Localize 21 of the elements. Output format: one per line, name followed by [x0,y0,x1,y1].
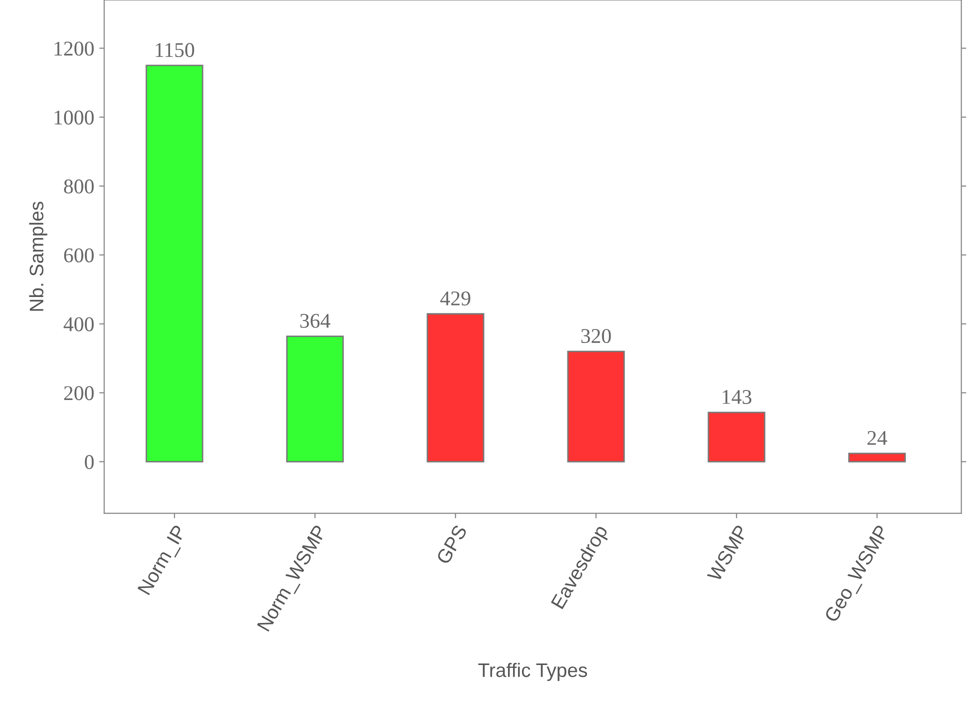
bar [426,313,484,462]
data-label: 24 [868,431,888,445]
data-label: 429 [440,291,470,306]
y-tick-label: 1000 [54,110,94,125]
bar [146,64,204,462]
data-label: 364 [300,314,330,328]
y-tick-label: 400 [64,317,94,332]
x-axis-title: Traffic Types [478,662,588,681]
data-label: 1150 [156,43,194,58]
bar [708,412,766,462]
y-tick-label: 600 [64,248,94,262]
y-tick-label: 200 [64,386,94,400]
y-tick-label: 0 [84,455,94,470]
bar [567,350,625,462]
bar [286,336,344,462]
y-tick-label: 1200 [54,42,94,56]
data-label: 143 [722,390,752,404]
y-axis-title: Nb. Samples [29,202,48,311]
bar [848,452,906,462]
y-tick-label: 800 [64,179,94,194]
data-label: 320 [581,328,611,344]
